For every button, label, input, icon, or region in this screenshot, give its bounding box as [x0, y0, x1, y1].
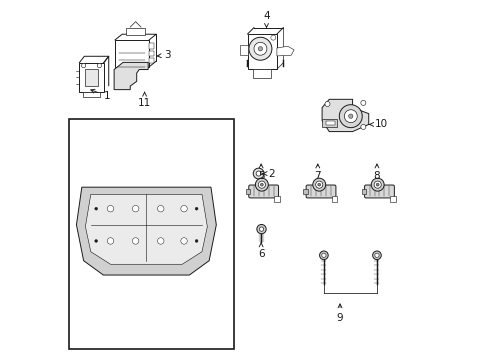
Bar [326, 121, 335, 125]
Polygon shape [85, 194, 207, 264]
Circle shape [349, 114, 353, 118]
Circle shape [95, 239, 98, 242]
Polygon shape [277, 46, 294, 56]
Circle shape [344, 110, 357, 123]
Text: 6: 6 [258, 243, 265, 258]
Circle shape [181, 238, 187, 244]
Circle shape [157, 206, 164, 212]
Text: 2: 2 [263, 168, 275, 179]
Circle shape [373, 251, 381, 260]
Circle shape [195, 239, 198, 242]
Bar [149, 58, 154, 63]
Circle shape [260, 183, 263, 186]
Bar [126, 28, 146, 35]
Bar [362, 189, 366, 194]
Circle shape [258, 181, 266, 188]
Text: 3: 3 [157, 50, 171, 60]
Bar [247, 34, 277, 69]
Text: 8: 8 [374, 164, 380, 181]
Text: 9: 9 [337, 304, 343, 323]
Circle shape [374, 181, 381, 188]
Circle shape [97, 63, 101, 68]
Bar [240, 45, 247, 55]
Text: 11: 11 [138, 92, 151, 108]
Circle shape [325, 102, 330, 107]
Circle shape [339, 105, 362, 128]
Circle shape [322, 253, 326, 257]
Circle shape [371, 178, 384, 191]
Circle shape [249, 37, 272, 60]
Circle shape [316, 181, 323, 188]
Circle shape [181, 206, 187, 212]
Circle shape [132, 206, 139, 212]
Bar [69, 119, 234, 348]
Polygon shape [114, 62, 148, 90]
Circle shape [157, 238, 164, 244]
Circle shape [132, 238, 139, 244]
Bar [85, 69, 98, 86]
Bar [115, 40, 149, 67]
Text: 5: 5 [258, 164, 265, 181]
FancyBboxPatch shape [365, 185, 394, 198]
Bar [332, 197, 337, 202]
Circle shape [259, 227, 264, 231]
Circle shape [376, 183, 379, 186]
Circle shape [256, 171, 261, 176]
Bar [303, 189, 308, 194]
Polygon shape [76, 187, 216, 275]
Text: 4: 4 [263, 11, 270, 27]
Circle shape [95, 207, 98, 210]
Circle shape [271, 35, 276, 40]
FancyBboxPatch shape [249, 185, 278, 198]
Bar [390, 197, 396, 202]
Bar [79, 63, 104, 92]
Circle shape [81, 63, 86, 68]
Circle shape [257, 225, 266, 234]
Text: 10: 10 [369, 120, 388, 129]
Circle shape [361, 125, 366, 130]
Bar [253, 69, 271, 78]
Text: 1: 1 [91, 89, 110, 101]
Polygon shape [322, 99, 368, 132]
Circle shape [313, 178, 326, 191]
Circle shape [319, 251, 328, 260]
Bar [274, 197, 280, 202]
Circle shape [253, 168, 264, 179]
Circle shape [195, 207, 198, 210]
Bar [83, 92, 100, 97]
Circle shape [255, 178, 269, 191]
Circle shape [361, 100, 366, 105]
Circle shape [107, 238, 114, 244]
Circle shape [375, 253, 379, 257]
Circle shape [107, 206, 114, 212]
Circle shape [318, 183, 320, 186]
Bar [322, 119, 337, 127]
Text: 7: 7 [315, 164, 321, 181]
FancyBboxPatch shape [306, 185, 336, 198]
Bar [149, 43, 154, 49]
Circle shape [254, 42, 267, 55]
Bar [246, 189, 250, 194]
Bar [149, 50, 154, 56]
Circle shape [258, 46, 263, 51]
